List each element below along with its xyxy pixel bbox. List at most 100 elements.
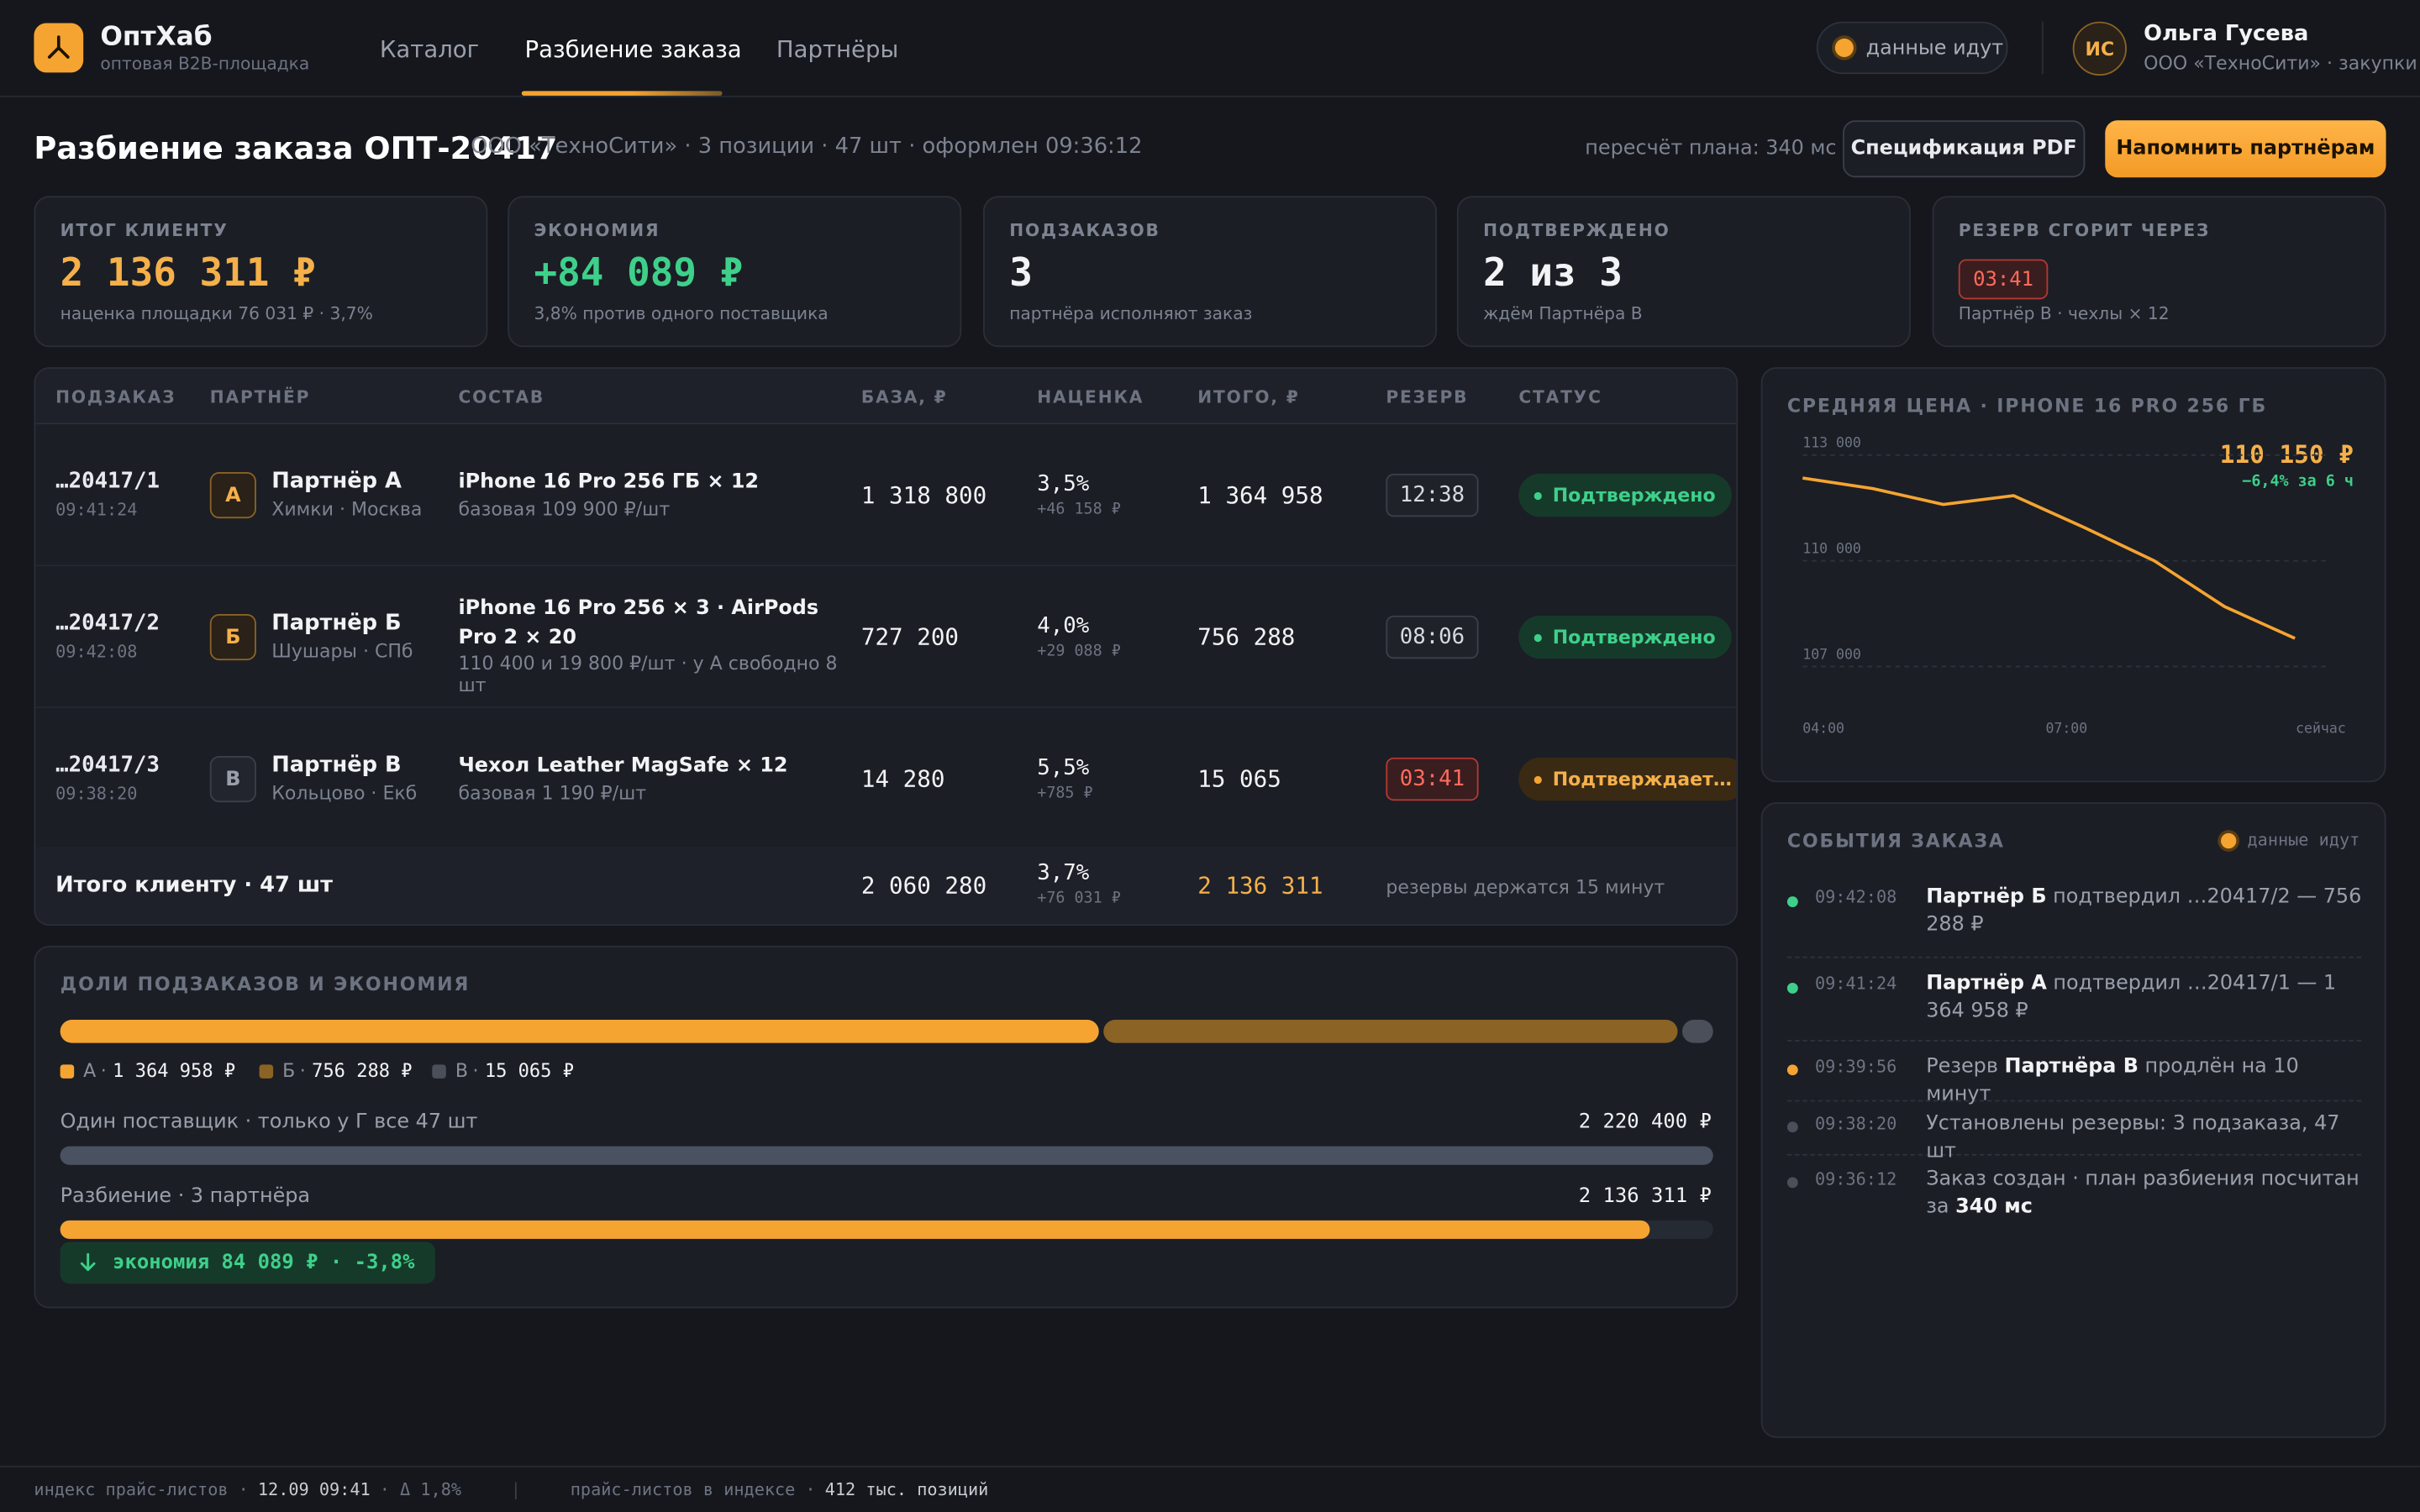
col-header[interactable]: ПОДЗАКАЗ bbox=[55, 386, 176, 407]
footer-total: 2 136 311 bbox=[1197, 871, 1323, 900]
recalc-time: пересчёт плана: 340 мс bbox=[1585, 137, 1837, 161]
stat-sub: Партнёр В · чехлы × 12 bbox=[1958, 303, 2170, 324]
nav-partners[interactable]: Партнёры bbox=[776, 34, 899, 63]
split-track bbox=[60, 1220, 1713, 1239]
partner-name[interactable]: Партнёр А bbox=[271, 469, 402, 494]
footer-markup-sub: +76 031 ₽ bbox=[1037, 890, 1121, 907]
app-logo-icon[interactable] bbox=[34, 23, 84, 73]
status-dot-icon bbox=[1534, 491, 1542, 500]
events-live: данные идут bbox=[2221, 830, 2360, 850]
col-header[interactable]: ИТОГО, ₽ bbox=[1197, 386, 1300, 407]
event-dot-icon bbox=[1786, 1177, 1798, 1189]
index-label: индекс прайс-листов · bbox=[34, 1479, 249, 1500]
user-name[interactable]: Ольга Гусева bbox=[2144, 21, 2309, 47]
single-supplier-fill bbox=[60, 1146, 1713, 1165]
partner-badge: Б bbox=[209, 614, 256, 661]
total-price: 15 065 bbox=[1197, 765, 1281, 794]
stat-value: 3 bbox=[1009, 249, 1033, 295]
stat-sub: ждём Партнёра В bbox=[1483, 303, 1643, 324]
stat-label: ПОДЗАКАЗОВ bbox=[1009, 220, 1160, 241]
event-text: Партнёр Б подтвердил …20417/2 — 756 288 … bbox=[1926, 885, 2362, 937]
spec-pdf-button[interactable]: Спецификация PDF bbox=[1843, 120, 2086, 178]
status-dot-icon bbox=[1534, 774, 1542, 784]
partner-name[interactable]: Партнёр В bbox=[271, 753, 402, 778]
legend-swatch-icon bbox=[432, 1063, 446, 1078]
legend-a: А · 1 364 958 ₽ bbox=[60, 1060, 235, 1082]
reserve-timer: 08:06 bbox=[1386, 615, 1479, 659]
status-label: Подтверждает… bbox=[1552, 768, 1732, 790]
live-dot-icon bbox=[1834, 38, 1854, 57]
savings-text: экономия 84 089 ₽ · -3,8% bbox=[113, 1251, 415, 1275]
status-bar: индекс прайс-листов · 12.09 09:41 · Δ 1,… bbox=[0, 1465, 2420, 1512]
suborder-id[interactable]: …20417/2 bbox=[55, 611, 160, 636]
events-panel: СОБЫТИЯ ЗАКАЗА данные идут 09:42:08 Парт… bbox=[1760, 802, 2386, 1438]
index-delta: · Δ 1,8% bbox=[379, 1479, 462, 1500]
event-text: Партнёр А подтвердил …20417/1 — 1 364 95… bbox=[1926, 972, 2337, 1023]
items-sub: 110 400 и 19 800 ₽/шт · у А свободно 8 ш… bbox=[458, 652, 838, 696]
suborder-time: 09:41:24 bbox=[55, 500, 138, 520]
price-series-line bbox=[1802, 476, 2296, 640]
stat-card-suborders: ПОДЗАКАЗОВ 3 партнёра исполняют заказ bbox=[982, 196, 1437, 348]
partner-name[interactable]: Партнёр Б bbox=[271, 611, 402, 636]
suborder-time: 09:42:08 bbox=[55, 642, 138, 662]
event-time: 09:41:24 bbox=[1814, 973, 1897, 994]
event-item: 09:39:56 Резерв Партнёра В продлён на 10… bbox=[1786, 1055, 2362, 1106]
header-divider bbox=[2041, 21, 2044, 75]
status-label: Подтверждено bbox=[1552, 484, 1716, 507]
markup-sub: +785 ₽ bbox=[1037, 785, 1093, 803]
statusbar-divider: | bbox=[510, 1479, 521, 1500]
share-segment bbox=[1682, 1020, 1713, 1043]
count-value: 412 тыс. позиций bbox=[824, 1479, 989, 1500]
col-header[interactable]: БАЗА, ₽ bbox=[860, 386, 948, 407]
live-label: данные идут bbox=[1865, 36, 2004, 60]
arrow-down-icon bbox=[80, 1252, 96, 1272]
items: iPhone 16 Pro 256 × 3 · AirPods Pro 2 × … bbox=[458, 596, 819, 650]
col-header[interactable]: НАЦЕНКА bbox=[1037, 386, 1144, 407]
single-supplier-value: 2 220 400 ₽ bbox=[1578, 1110, 1712, 1134]
shares-panel: ДОЛИ ПОДЗАКАЗОВ И ЭКОНОМИЯ А · 1 364 958 ₽… bbox=[34, 945, 1739, 1309]
status-label: Подтверждено bbox=[1552, 626, 1716, 648]
remind-partners-button[interactable]: Напомнить партнёрам bbox=[2105, 120, 2386, 178]
avatar[interactable]: ИС bbox=[2072, 21, 2127, 76]
price-chart-panel: СРЕДНЯЯ ЦЕНА · IPHONE 16 PRO 256 ГБ 110 … bbox=[1760, 367, 2386, 783]
suborder-id[interactable]: …20417/3 bbox=[55, 753, 160, 778]
event-time: 09:38:20 bbox=[1814, 1114, 1897, 1134]
share-segment bbox=[60, 1020, 1098, 1043]
event-text: Заказ создан · план разбиения посчитан з… bbox=[1926, 1168, 2360, 1219]
nav-order-split[interactable]: Разбиение заказа bbox=[524, 34, 742, 63]
split-value: 2 136 311 ₽ bbox=[1578, 1184, 1712, 1209]
suborder-id[interactable]: …20417/1 bbox=[55, 469, 160, 494]
split-label: Разбиение · 3 партнёра bbox=[60, 1184, 311, 1209]
app-subtitle: оптовая B2B-площадка bbox=[100, 54, 310, 75]
stat-sub: партнёра исполняют заказ bbox=[1009, 303, 1253, 324]
share-segment bbox=[1102, 1020, 1678, 1043]
items-sub: базовая 109 900 ₽/шт bbox=[458, 498, 671, 520]
event-text: Установлены резервы: 3 подзаказа, 47 шт bbox=[1926, 1112, 2340, 1163]
stat-card-confirmed: ПОДТВЕРЖДЕНО 2 из 3 ждём Партнёра В bbox=[1456, 196, 1911, 348]
table-row[interactable]: …20417/2 09:42:08 Б Партнёр Б Шушары · С… bbox=[35, 566, 1737, 709]
stat-sub: 3,8% против одного поставщика bbox=[534, 303, 829, 324]
col-header[interactable]: СТАТУС bbox=[1518, 386, 1602, 407]
col-header[interactable]: ПАРТНЁР bbox=[209, 386, 311, 407]
live-dot-icon bbox=[2221, 832, 2237, 848]
footer-markup: 3,7% bbox=[1037, 860, 1090, 886]
savings-badge: экономия 84 089 ₽ · -3,8% bbox=[60, 1242, 435, 1284]
partner-badge: В bbox=[209, 755, 256, 803]
col-header[interactable]: РЕЗЕРВ bbox=[1386, 386, 1469, 407]
index-time: 12.09 09:41 bbox=[257, 1479, 371, 1500]
table-row[interactable]: …20417/1 09:41:24 А Партнёр А Химки · Мо… bbox=[35, 424, 1737, 567]
col-header[interactable]: СОСТАВ bbox=[458, 386, 545, 407]
event-dot-icon bbox=[1786, 1121, 1798, 1133]
stat-value: +84 089 ₽ bbox=[534, 249, 744, 295]
legend-c: В · 15 065 ₽ bbox=[432, 1060, 574, 1082]
stat-card-total: ИТОГ КЛИЕНТУ 2 136 311 ₽ наценка площадк… bbox=[34, 196, 488, 348]
stat-card-savings: ЭКОНОМИЯ +84 089 ₽ 3,8% против одного по… bbox=[508, 196, 962, 348]
nav-catalog[interactable]: Каталог bbox=[379, 34, 480, 63]
markup: 4,0% bbox=[1037, 614, 1090, 639]
stat-sub: наценка площадки 76 031 ₽ · 3,7% bbox=[60, 303, 373, 324]
reserve-countdown: 03:41 bbox=[1958, 259, 2049, 300]
total-price: 756 288 bbox=[1197, 623, 1296, 652]
markup: 5,5% bbox=[1037, 755, 1090, 781]
table-row[interactable]: …20417/3 09:38:20 В Партнёр В Кольцово ·… bbox=[35, 708, 1737, 850]
items: Чехол Leather MagSafe × 12 bbox=[458, 754, 788, 778]
